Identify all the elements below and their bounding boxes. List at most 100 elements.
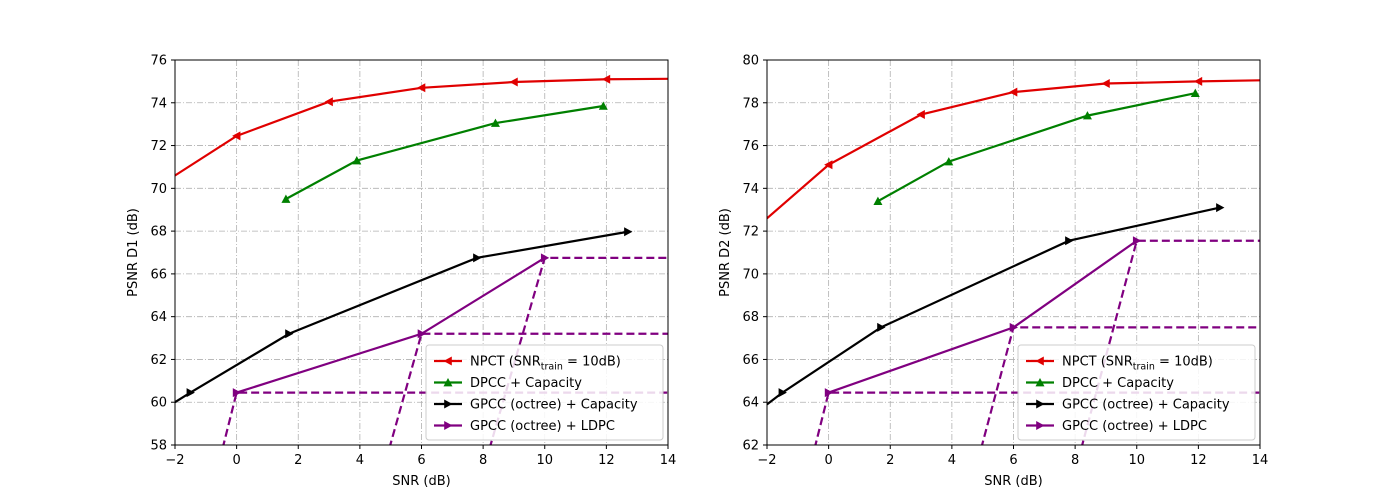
legend-marker — [443, 356, 452, 366]
data-point — [1082, 111, 1092, 120]
data-point — [232, 388, 242, 398]
data-point — [352, 156, 362, 165]
data-point — [417, 83, 426, 93]
legend-marker — [444, 421, 453, 430]
x-tick-label: 4 — [356, 453, 364, 468]
data-point — [1009, 87, 1018, 97]
y-tick-label: 72 — [150, 139, 167, 154]
y-axis-label: PSNR D2 (dB) — [718, 208, 733, 297]
legend-marker — [443, 378, 453, 387]
y-tick-label: 70 — [742, 267, 759, 282]
legend-label: GPCC (octree) + Capacity — [470, 398, 638, 413]
x-axis-label: SNR (dB) — [392, 474, 450, 489]
y-tick-label: 68 — [150, 225, 167, 240]
legend: NPCT (SNRtrain = 10dB) DPCC + Capacity GPC… — [425, 344, 664, 441]
data-point — [1216, 203, 1225, 213]
data-point — [1009, 322, 1018, 332]
x-tick-label: 6 — [1009, 453, 1017, 468]
x-tick-label: 12 — [1190, 453, 1207, 468]
series-line-2 — [285, 104, 604, 200]
y-tick-label: 62 — [150, 353, 167, 368]
x-tick-label: 8 — [1071, 453, 1079, 468]
y-tick-label: 68 — [742, 310, 759, 325]
y-tick-label: 76 — [150, 54, 167, 69]
data-point — [1193, 76, 1203, 86]
y-tick-label: 60 — [150, 396, 167, 411]
data-point — [598, 101, 608, 110]
x-tick-label: 2 — [294, 453, 302, 468]
legend-entry: NPCT (SNRtrain = 10dB) — [1026, 355, 1213, 373]
x-tick-label: 10 — [536, 453, 553, 468]
legend-marker — [1035, 378, 1045, 387]
plot-area — [175, 74, 668, 445]
x-tick-label: −2 — [757, 453, 776, 468]
data-point — [281, 194, 291, 203]
y-tick-label: 62 — [742, 439, 759, 454]
y-tick-label: 74 — [742, 182, 759, 197]
legend-label: GPCC (octree) + LDPC — [470, 419, 615, 434]
x-tick-label: 10 — [1128, 453, 1145, 468]
x-tick-label: 14 — [1252, 453, 1269, 468]
x-tick-label: 14 — [660, 453, 677, 468]
legend-entry: GPCC (octree) + LDPC — [1026, 419, 1207, 434]
y-tick-label: 74 — [150, 96, 167, 111]
data-point — [824, 388, 834, 398]
data-point — [324, 97, 333, 107]
series-line-2 — [877, 92, 1196, 203]
legend-entry: DPCC + Capacity — [1026, 376, 1174, 391]
data-point — [232, 131, 241, 141]
legend-box — [1017, 344, 1256, 441]
data-point — [601, 74, 611, 84]
y-tick-label: 66 — [150, 267, 167, 282]
data-point — [1190, 88, 1200, 97]
data-point — [1065, 236, 1074, 246]
y-tick-label: 72 — [742, 225, 759, 240]
data-point — [1132, 236, 1142, 246]
y-tick-label: 78 — [742, 96, 759, 111]
x-tick-label: 6 — [417, 453, 425, 468]
legend-marker — [1036, 399, 1045, 409]
legend-entry: GPCC (octree) + Capacity — [1026, 398, 1230, 413]
legend-label: DPCC + Capacity — [1062, 376, 1174, 391]
data-point — [285, 329, 294, 339]
legend-label: GPCC (octree) + Capacity — [1062, 398, 1230, 413]
legend-marker — [1036, 421, 1045, 430]
x-tick-label: 12 — [598, 453, 615, 468]
legend-box — [425, 344, 664, 441]
x-tick-label: 4 — [948, 453, 956, 468]
y-tick-label: 64 — [150, 310, 167, 325]
y-tick-label: 66 — [742, 353, 759, 368]
y-axis-label: PSNR D1 (dB) — [126, 208, 141, 297]
y-tick-label: 80 — [742, 54, 759, 69]
legend-entry: GPCC (octree) + LDPC — [434, 419, 615, 434]
data-point — [916, 110, 925, 120]
x-tick-label: 2 — [886, 453, 894, 468]
legend-label: GPCC (octree) + LDPC — [1062, 419, 1207, 434]
x-axis-label: SNR (dB) — [984, 474, 1042, 489]
x-tick-label: −2 — [165, 453, 184, 468]
x-tick-label: 0 — [232, 453, 240, 468]
data-point — [1101, 79, 1110, 89]
legend-marker — [444, 399, 453, 409]
y-tick-label: 76 — [742, 139, 759, 154]
legend-entry: DPCC + Capacity — [434, 376, 582, 391]
x-tick-label: 0 — [824, 453, 832, 468]
y-tick-label: 58 — [150, 439, 167, 454]
legend-marker — [1035, 356, 1044, 366]
data-point — [778, 388, 787, 398]
legend: NPCT (SNRtrain = 10dB) DPCC + Capacity GPC… — [1017, 344, 1256, 441]
data-point — [824, 160, 833, 170]
ldpc-dashed-line-2 — [389, 332, 668, 445]
legend-entry: NPCT (SNRtrain = 10dB) — [434, 355, 621, 373]
legend-label: DPCC + Capacity — [470, 376, 582, 391]
data-point — [186, 388, 195, 398]
data-point — [624, 227, 633, 237]
data-point — [417, 329, 426, 339]
data-point — [509, 77, 518, 87]
legend-entry: GPCC (octree) + Capacity — [434, 398, 638, 413]
y-tick-label: 64 — [742, 396, 759, 411]
legend-label: NPCT (SNRtrain = 10dB) — [1062, 355, 1213, 373]
y-tick-label: 70 — [150, 182, 167, 197]
